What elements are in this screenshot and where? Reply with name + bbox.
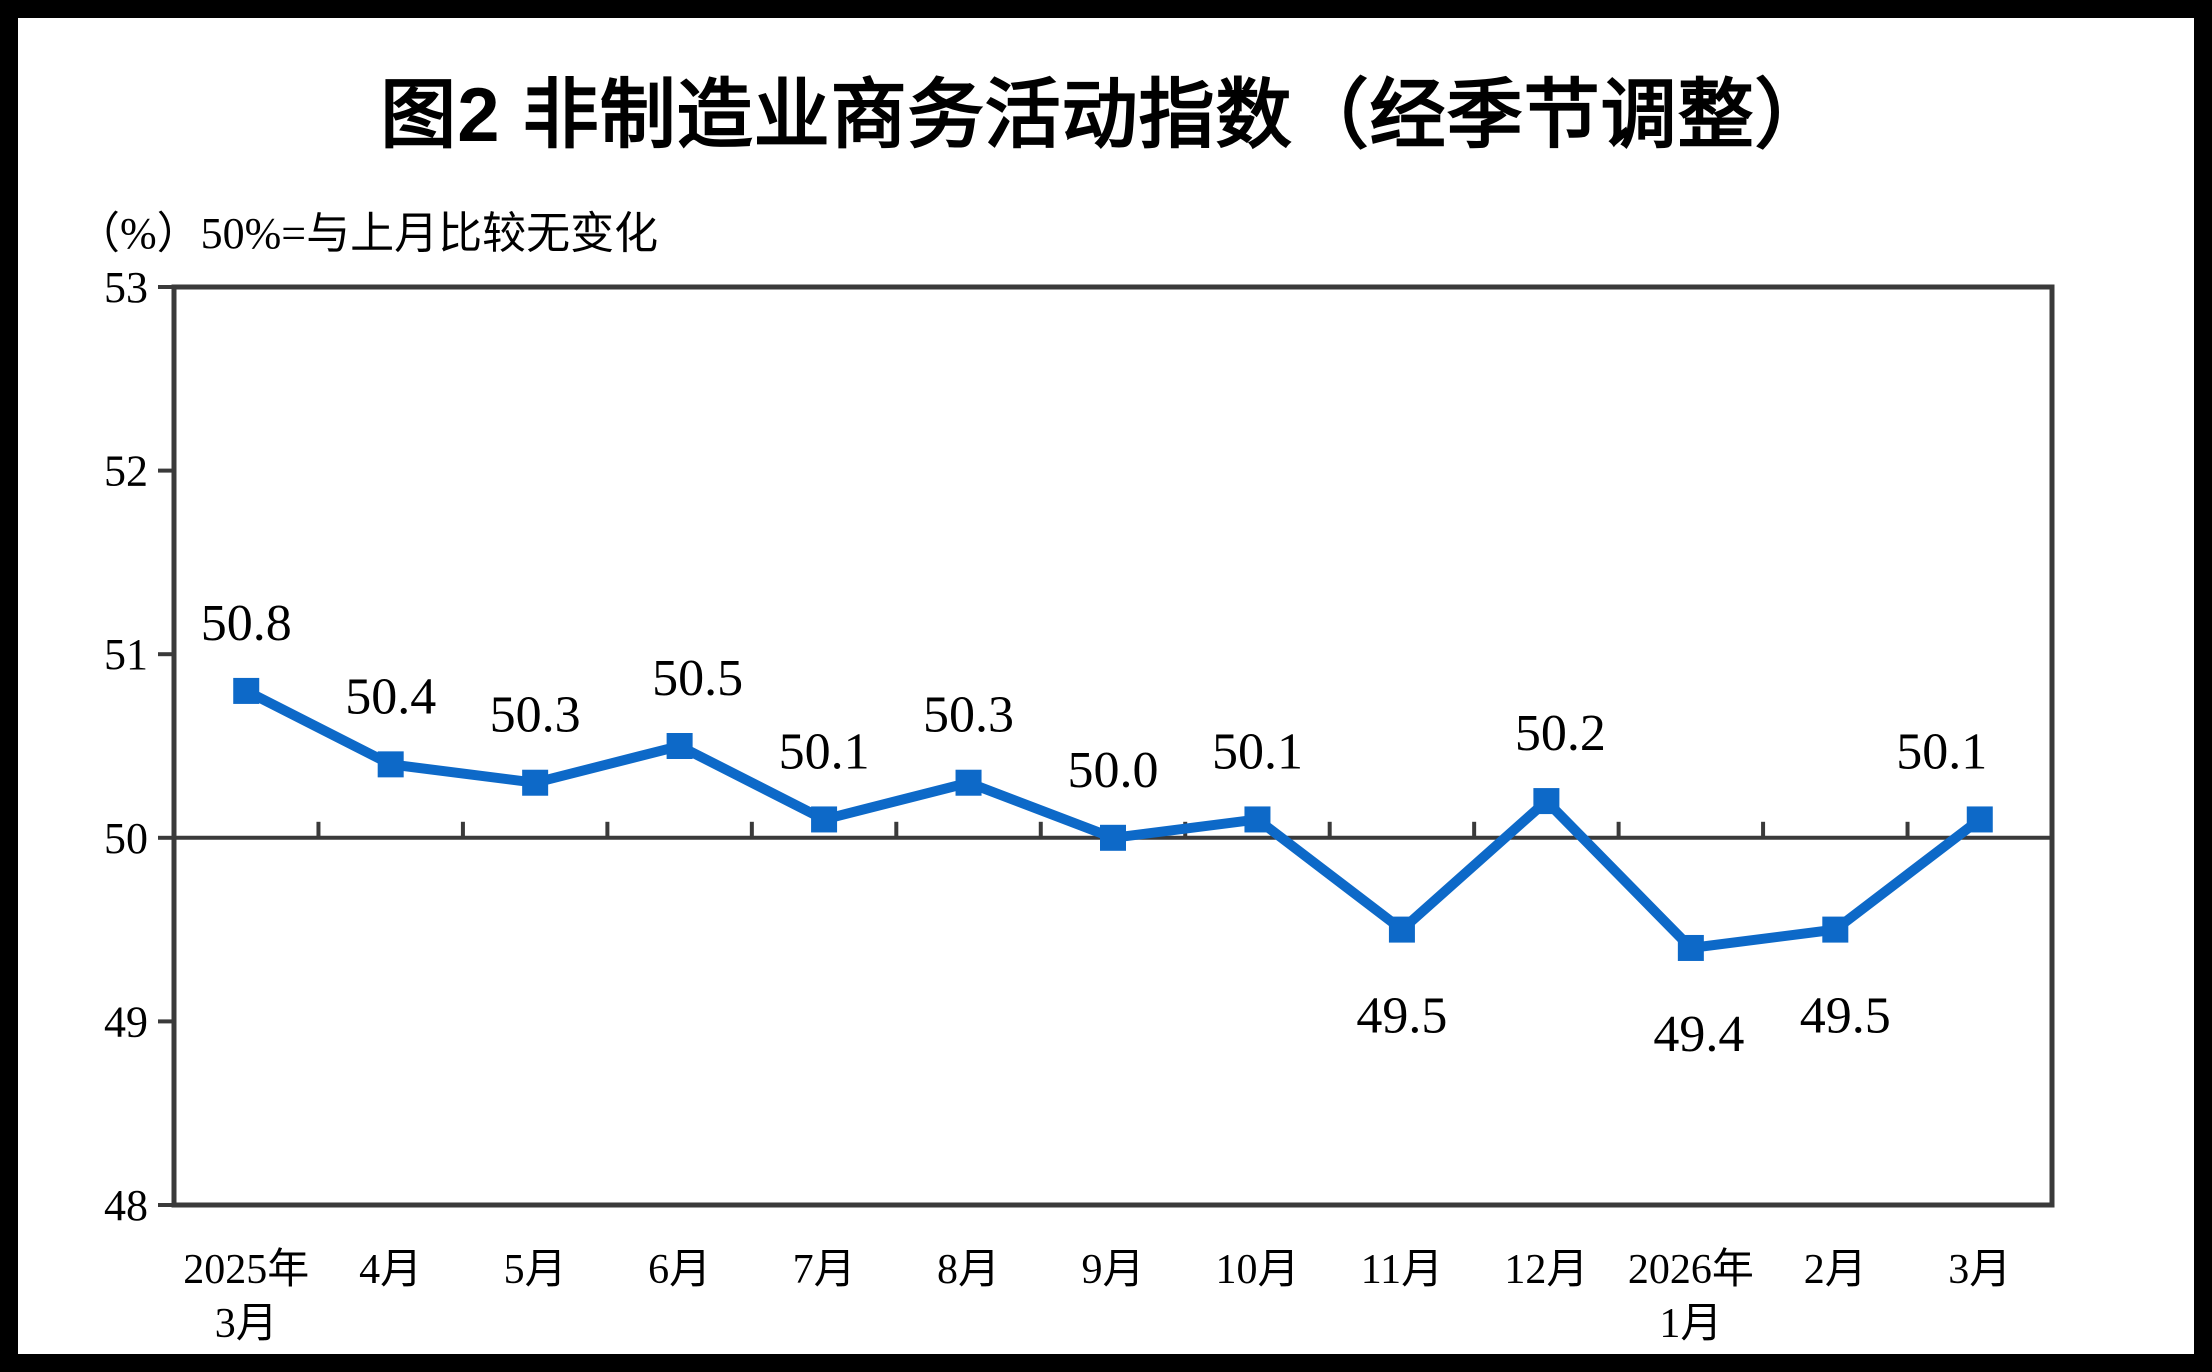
data-label: 49.5 (1800, 988, 1891, 1045)
data-label: 50.5 (652, 650, 743, 707)
data-label: 50.3 (490, 687, 581, 744)
y-axis-label: 51 (104, 630, 148, 679)
data-label: 49.4 (1653, 1006, 1744, 1063)
data-point-marker (1100, 824, 1126, 851)
data-label: 50.1 (1212, 723, 1303, 780)
x-axis-label: 3月 (1948, 1247, 2011, 1293)
data-point-marker (666, 733, 693, 759)
chart-unit-note: （%）50%=与上月比较无变化 (76, 209, 659, 258)
data-label: 50.1 (1896, 723, 1987, 780)
x-axis-label: 9月 (1081, 1247, 1144, 1293)
plot-border (171, 284, 2055, 1208)
x-axis-label: 8月 (937, 1247, 1000, 1293)
data-point-marker (811, 806, 838, 833)
data-point-marker (1677, 934, 1704, 961)
x-axis-label: 6月 (648, 1247, 711, 1293)
y-axis-label: 53 (104, 263, 148, 312)
data-point-marker (955, 769, 982, 796)
x-axis-label: 2026年 (1628, 1246, 1754, 1293)
x-axis-label: 3月 (215, 1301, 278, 1347)
x-axis-label: 5月 (504, 1247, 567, 1293)
data-point-marker (233, 677, 260, 704)
data-label: 50.3 (923, 687, 1014, 744)
data-point-marker (1388, 916, 1415, 943)
data-label: 50.8 (201, 595, 292, 652)
data-label: 49.5 (1356, 988, 1447, 1045)
data-point-marker (377, 751, 404, 778)
x-axis-label: 12月 (1504, 1247, 1588, 1293)
chart-title: 图2 非制造业商务活动指数（经季节调整） (380, 73, 1832, 158)
data-point-marker (522, 769, 549, 796)
y-axis-label: 49 (104, 997, 148, 1046)
data-point-marker (1822, 916, 1849, 943)
x-axis-label: 4月 (359, 1247, 422, 1293)
data-label: 50.0 (1068, 742, 1159, 799)
data-label: 50.2 (1515, 705, 1606, 762)
x-axis-label: 2025年 (183, 1246, 309, 1293)
data-point-marker (1966, 806, 1993, 833)
x-axis-label: 11月 (1361, 1247, 1443, 1293)
x-axis-label: 7月 (793, 1247, 856, 1293)
x-axis-label: 10月 (1215, 1247, 1299, 1293)
chart-canvas: 48 49 50 51 52 53 50.8 50.4 50.3 50.5 50.1 50.3 50.0… (104, 263, 2055, 1347)
x-axis-label: 2月 (1804, 1247, 1867, 1293)
y-axis-label: 48 (104, 1181, 148, 1230)
data-label: 50.1 (779, 723, 870, 780)
data-point-marker (1244, 806, 1271, 833)
x-axis-label: 1月 (1659, 1301, 1722, 1347)
data-point-marker (1533, 788, 1560, 815)
y-axis-label: 50 (104, 814, 148, 863)
data-label: 50.4 (345, 668, 436, 725)
y-axis-label: 52 (104, 447, 148, 496)
